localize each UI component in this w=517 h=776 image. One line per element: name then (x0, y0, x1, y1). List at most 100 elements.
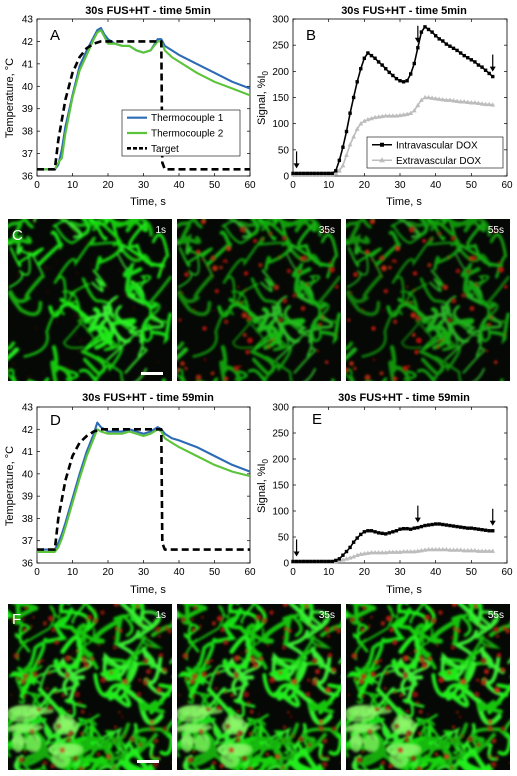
red-spot (306, 678, 311, 682)
red-spot (361, 308, 364, 311)
red-spot (239, 365, 242, 368)
vessel (391, 236, 457, 304)
red-spot (252, 662, 259, 669)
red-spot (180, 617, 187, 623)
red-spot (307, 742, 312, 747)
red-spot (371, 326, 376, 331)
vessel (486, 275, 510, 324)
red-spot (400, 667, 403, 670)
red-spot (115, 627, 119, 631)
x-tick-label: 60 (244, 567, 256, 578)
y-tick-label: 37 (22, 536, 34, 547)
red-spot (198, 628, 200, 631)
vessel (112, 722, 131, 762)
data-point (373, 530, 377, 534)
vessel (480, 645, 505, 675)
legend-marker (380, 142, 384, 147)
series-line (37, 421, 251, 551)
data-point (441, 39, 445, 43)
red-spot (268, 231, 273, 236)
red-spot (274, 753, 281, 760)
vessel (148, 275, 172, 324)
vessel (479, 300, 491, 343)
data-point (412, 526, 416, 530)
data-point (383, 113, 389, 118)
vessel (222, 236, 288, 304)
x-tick-label: 40 (173, 567, 185, 578)
vessel (182, 754, 197, 770)
y-tick-label: 40 (22, 82, 34, 93)
vessel (177, 233, 192, 255)
vessel (8, 347, 20, 361)
data-point (433, 522, 438, 526)
data-point (433, 95, 439, 101)
vessel (33, 219, 82, 239)
vessel (312, 656, 340, 697)
red-spot (246, 315, 252, 321)
bright-spot (346, 706, 377, 723)
red-spot (329, 261, 332, 264)
data-point (384, 532, 388, 536)
red-spot (72, 755, 78, 762)
vessel (8, 612, 11, 619)
plot-area: 0 10 20 30 40 50 60 36 37 38 39 40 41 42 43 (22, 403, 256, 579)
vessel (391, 635, 421, 670)
y-axis-label-main: Signal, %I (256, 463, 268, 513)
microscopy-image-35s (177, 219, 341, 381)
red-spot (346, 367, 349, 373)
red-spot (292, 293, 297, 298)
vessel (16, 604, 61, 661)
chart-panel-e: 30s FUS+HT - time 59min 0 10 20 30 40 50 60 0 50… (256, 392, 513, 596)
x-tick-label: 60 (501, 180, 513, 191)
red-spot (230, 693, 234, 698)
vessel (119, 747, 154, 770)
data-point (337, 158, 342, 162)
data-point (330, 559, 334, 564)
vessel (441, 741, 462, 766)
red-spot (273, 284, 280, 291)
vessel (132, 719, 172, 748)
data-point (441, 522, 445, 527)
red-spot (54, 376, 60, 381)
data-point (337, 557, 342, 561)
red-spot (56, 724, 61, 729)
red-spot (51, 615, 54, 618)
image-time-label: 1s (155, 225, 166, 236)
vessel (82, 755, 108, 770)
red-spot (427, 263, 432, 268)
red-spot (75, 289, 78, 292)
vessel (177, 604, 208, 625)
red-spot (291, 734, 295, 738)
data-point (415, 102, 421, 108)
vessel (106, 333, 148, 374)
data-point (448, 44, 452, 48)
red-spot (404, 737, 410, 743)
red-spot (156, 687, 162, 693)
data-point (294, 171, 299, 176)
red-spot (245, 649, 249, 653)
vessel (301, 719, 341, 748)
vessel (318, 683, 341, 715)
data-point (387, 531, 391, 535)
red-spot (488, 719, 493, 724)
y-tick-label: 41 (22, 59, 34, 70)
red-spot (419, 658, 425, 664)
x-tick-label: 40 (430, 180, 442, 191)
data-point (462, 53, 466, 58)
vessel (141, 300, 153, 343)
y-axis-label: Signal, %I0 (256, 458, 270, 513)
red-spot (105, 753, 112, 760)
data-point (294, 559, 299, 564)
red-spot (235, 300, 238, 303)
data-point (326, 559, 331, 564)
data-point (366, 529, 370, 533)
data-point (440, 96, 446, 102)
red-spot (61, 693, 65, 698)
red-spot (311, 658, 318, 664)
legend-label: Intravascular DOX (396, 140, 478, 151)
red-spot (410, 755, 416, 762)
red-spot (414, 349, 419, 355)
chart-panel-b: 30s FUS+HT - time 5min 0 10 20 30 40 50 60 0 50 1… (256, 5, 513, 208)
series-line (37, 428, 251, 553)
x-tick-label: 50 (466, 567, 478, 578)
